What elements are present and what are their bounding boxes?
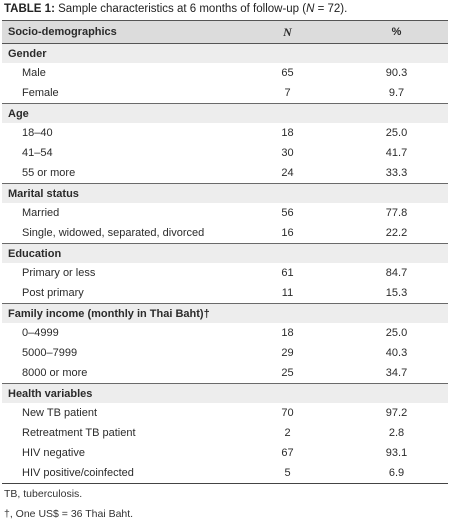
table-row: Married 56 77.8 — [2, 203, 448, 223]
caption-text-after: = 72). — [314, 3, 348, 15]
footnote-abbreviation: TB, tuberculosis. — [4, 488, 83, 500]
footnote-currency: †, One US$ = 36 Thai Baht. — [4, 508, 134, 520]
group-title: Family income (monthly in Thai Baht)† — [2, 303, 448, 323]
table-row: Female 7 9.7 — [2, 83, 448, 104]
table-row: 41–54 30 41.7 — [2, 143, 448, 163]
row-label: 41–54 — [22, 147, 53, 159]
row-label: 18–40 — [22, 127, 53, 139]
group-row: Gender — [2, 43, 448, 63]
row-label: 5000–7999 — [22, 347, 78, 359]
table-row: Retreatment TB patient 2 2.8 — [2, 423, 448, 443]
group-title: Education — [2, 243, 448, 263]
table-row: 5000–7999 29 40.3 — [2, 343, 448, 363]
row-percent: 34.7 — [385, 367, 408, 379]
row-count: 56 — [281, 207, 294, 219]
table-row: 55 or more 24 33.3 — [2, 163, 448, 184]
row-count: 18 — [281, 127, 294, 139]
row-count: 16 — [281, 227, 294, 239]
row-percent: 6.9 — [345, 463, 448, 484]
row-count: 24 — [281, 167, 294, 179]
row-label: 0–4999 — [22, 327, 59, 339]
table-row: 8000 or more 25 34.7 — [2, 363, 448, 384]
row-percent: 25.0 — [385, 127, 408, 139]
row-label: 8000 or more — [22, 367, 88, 379]
table-row: New TB patient 70 97.2 — [2, 403, 448, 423]
row-count: 65 — [281, 67, 294, 79]
row-percent: 22.2 — [385, 227, 408, 239]
table-row: Male 65 90.3 — [2, 63, 448, 83]
row-label: 55 or more — [22, 167, 76, 179]
row-percent: 93.1 — [385, 447, 408, 459]
data-table: Socio-demographics N % Gender Male 65 90.3 F… — [2, 20, 448, 484]
table-row: 0–4999 18 25.0 — [2, 323, 448, 343]
row-count: 30 — [281, 147, 294, 159]
row-label: Retreatment TB patient — [22, 427, 136, 439]
row-count: 7 — [284, 87, 291, 99]
row-percent: 40.3 — [385, 347, 408, 359]
row-label: HIV negative — [22, 447, 85, 459]
group-title: Age — [2, 103, 448, 123]
row-percent: 84.7 — [385, 267, 408, 279]
row-label: Primary or less — [22, 267, 96, 279]
row-label: Female — [22, 87, 59, 99]
caption-label: TABLE 1: — [4, 3, 55, 15]
row-label: Married — [22, 207, 60, 219]
header-percent: % — [345, 20, 448, 44]
table-caption: TABLE 1: Sample characteristics at 6 mon… — [4, 3, 347, 15]
row-percent: 97.2 — [385, 407, 408, 419]
header-n: N — [230, 20, 345, 44]
row-count: 67 — [281, 447, 294, 459]
table-row: Post primary 11 15.3 — [2, 283, 448, 304]
group-title: Gender — [2, 43, 448, 63]
row-count: 18 — [281, 327, 294, 339]
row-count: 29 — [281, 347, 294, 359]
row-label: New TB patient — [22, 407, 98, 419]
table-row: HIV negative 67 93.1 — [2, 443, 448, 463]
row-count: 25 — [281, 367, 294, 379]
row-percent: 25.0 — [385, 327, 408, 339]
table-row: HIV positive/coinfected 5 6.9 — [2, 463, 448, 484]
row-label: Single, widowed, separated, divorced — [22, 227, 205, 239]
table-row: Single, widowed, separated, divorced 16 22… — [2, 223, 448, 244]
group-title: Health variables — [2, 383, 448, 403]
group-row: Education — [2, 243, 448, 263]
row-percent: 41.7 — [385, 147, 408, 159]
row-percent: 15.3 — [385, 287, 408, 299]
row-percent: 90.3 — [385, 67, 408, 79]
row-count: 2 — [284, 427, 291, 439]
group-row: Age — [2, 103, 448, 123]
row-count: 5 — [230, 463, 345, 484]
table-row: Primary or less 61 84.7 — [2, 263, 448, 283]
header-row: Socio-demographics N % — [2, 20, 448, 44]
row-percent: 33.3 — [385, 167, 408, 179]
row-count: 11 — [281, 287, 294, 299]
row-percent: 9.7 — [388, 87, 405, 99]
group-row: Marital status — [2, 183, 448, 203]
row-label: Male — [22, 67, 46, 79]
table-body: Gender Male 65 90.3 Female 7 9.7 Age 18–40 18 25.0… — [2, 43, 448, 484]
row-percent: 2.8 — [388, 427, 405, 439]
group-row: Family income (monthly in Thai Baht)† — [2, 303, 448, 323]
row-count: 61 — [281, 267, 294, 279]
row-label: Post primary — [22, 287, 84, 299]
caption-text-before: Sample characteristics at 6 months of fo… — [54, 3, 307, 15]
row-count: 70 — [281, 407, 294, 419]
row-percent: 77.8 — [385, 207, 408, 219]
header-socio-demographics: Socio-demographics — [2, 20, 230, 44]
caption-n-symbol: N — [306, 3, 315, 15]
group-title: Marital status — [2, 183, 448, 203]
row-label: HIV positive/coinfected — [2, 463, 230, 484]
table-row: 18–40 18 25.0 — [2, 123, 448, 143]
group-row: Health variables — [2, 383, 448, 403]
